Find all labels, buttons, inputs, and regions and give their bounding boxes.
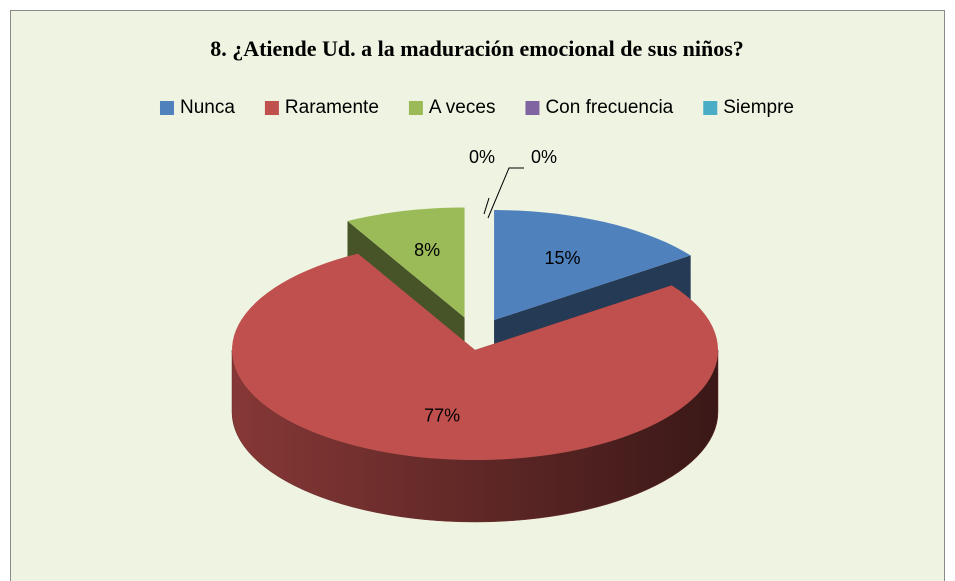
legend-swatch xyxy=(408,101,423,115)
data-label: 15% xyxy=(544,248,580,268)
legend-label: A veces xyxy=(429,97,496,118)
legend-label: Con frecuencia xyxy=(545,97,673,118)
pie-tops xyxy=(232,207,718,460)
pie-slice xyxy=(494,210,691,321)
slice-side xyxy=(231,349,719,523)
pie-slice xyxy=(347,207,465,318)
data-label: 0% xyxy=(469,147,495,167)
data-label: 77% xyxy=(424,405,460,425)
chart-title: 8. ¿Atiende Ud. a la maduración emociona… xyxy=(210,36,744,61)
leader-line xyxy=(483,197,490,215)
legend-swatch xyxy=(525,101,540,115)
leader-line xyxy=(487,167,524,219)
legend-swatch xyxy=(159,101,174,115)
data-labels: 15% 77% 8% 0% 0% xyxy=(414,147,580,426)
legend-swatch xyxy=(703,101,718,115)
legend-swatch xyxy=(264,101,279,115)
data-label: 0% xyxy=(531,147,557,167)
pie-slice xyxy=(232,253,718,460)
data-label: 8% xyxy=(414,240,440,260)
legend-label: Raramente xyxy=(285,97,379,118)
legend: Nunca Raramente A veces Con frecuencia Siemp… xyxy=(159,97,794,118)
legend-label: Siempre xyxy=(723,97,794,118)
legend-label: Nunca xyxy=(180,97,235,118)
